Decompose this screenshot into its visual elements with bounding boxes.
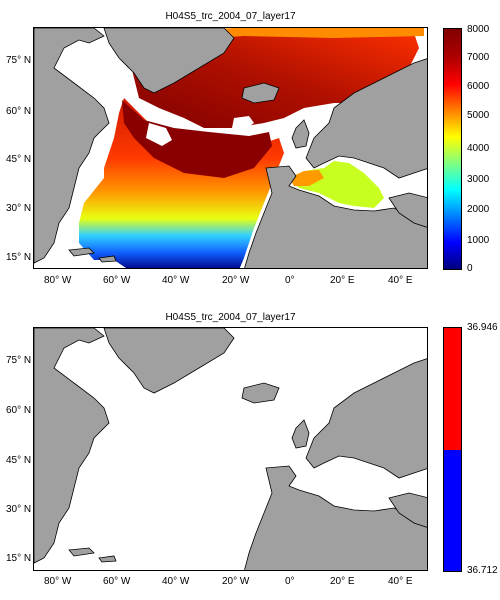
panel2-colorbar-red [444,328,461,450]
panel2-lat-label-45: 45° N [6,455,32,466]
land-uk [291,119,310,149]
panel1-lon-label-60w: 60° W [103,275,131,286]
panel2-lon-label-40e: 40° E [388,576,413,587]
land-uk-2 [291,419,310,449]
panel2-lon-label-0: 0° [285,576,295,587]
panel2-lon-label-20e: 20° E [330,576,355,587]
panel1-lon-label-40w: 40° W [162,275,190,286]
panel2-lat-label-75: 75° N [6,355,32,366]
land-caribbean [68,247,117,263]
panel1-cb-tick-2000: 2000 [467,204,490,215]
panel1-lat-label-45: 45° N [6,154,32,165]
panel1-cb-tick-4000: 4000 [467,143,490,154]
land-masses [34,28,427,268]
panel2-lat-label-30: 30° N [6,504,32,515]
land-greenland-2 [103,328,235,394]
panel2-lat-label-15: 15° N [6,553,32,564]
panel1-cb-tick-8000: 8000 [467,24,490,35]
panel1-cb-tick-7000: 7000 [467,52,490,63]
panel1-lon-label-20w: 20° W [222,275,250,286]
panel1-lat-label-30: 30° N [6,203,32,214]
panel2-cb-top-label: 36.946 [467,322,498,333]
panel2-title: H04S5_trc_2004_07_layer17 [165,312,296,323]
panel1-lat-label-15: 15° N [6,252,32,263]
land-north-america-2 [34,328,110,564]
panel1-cb-tick-1000: 1000 [467,235,490,246]
no-data-patches [146,116,292,146]
land-europe-2 [305,358,427,479]
land-arabia-2 [388,492,427,528]
panel1-title: H04S5_trc_2004_07_layer17 [165,11,296,22]
panel1-lon-label-20e: 20° E [330,275,355,286]
land-greenland [103,28,235,94]
panel1-cb-tick-0: 0 [467,263,473,274]
tracer-field-core [122,100,272,178]
tracer-field-atlantic [79,98,284,268]
panel2-colorbar-blue [444,449,461,571]
land-masses-2 [34,328,427,570]
tracer-field-med-west [289,170,324,186]
panel1-cb-tick-3000: 3000 [467,174,490,185]
panel1-cb-tick-5000: 5000 [467,110,490,121]
panel2-colorbar [443,327,462,572]
panel1-lon-label-80w: 80° W [44,275,72,286]
panel1-lat-label-75: 75° N [6,55,32,66]
land-europe [305,58,427,179]
land-iceland-2 [241,382,280,404]
land-africa [244,165,427,268]
panel2-lon-label-40w: 40° W [162,576,190,587]
panel2-map[interactable] [33,327,428,571]
land-iceland [241,82,280,104]
panel1-cb-tick-6000: 6000 [467,81,490,92]
panel1-colorbar [443,28,462,270]
land-arabia [388,192,427,228]
panel1-map[interactable] [33,27,428,269]
panel2-lon-label-80w: 80° W [44,576,72,587]
panel2-lon-label-60w: 60° W [103,576,131,587]
panel1-lon-label-0: 0° [285,275,295,286]
panel1-lat-label-60: 60° N [6,106,32,117]
panel1-lon-label-40e: 40° E [388,275,413,286]
panel2-lon-label-20w: 20° W [222,576,250,587]
land-africa-2 [244,465,427,570]
panel2-cb-bottom-label: 36.712 [467,565,498,576]
panel2-lat-label-60: 60° N [6,405,32,416]
land-caribbean-2 [68,547,117,563]
land-north-america [34,28,110,264]
